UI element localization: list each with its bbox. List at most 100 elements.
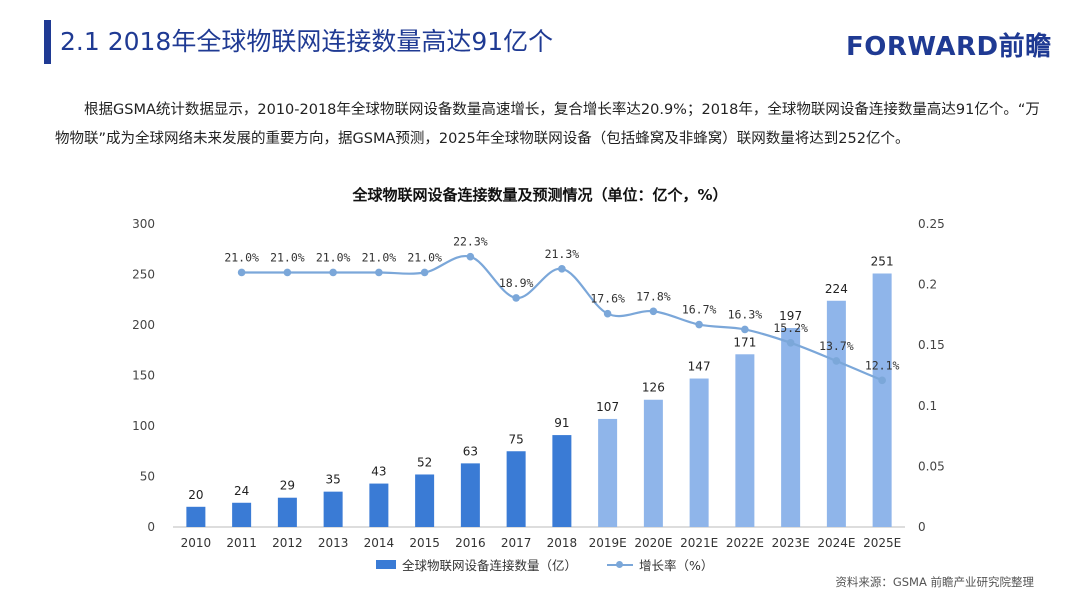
left-axis-tick-label: 100 (132, 419, 155, 433)
growth-rate-label: 21.0% (362, 250, 397, 264)
legend-line-swatch (607, 560, 634, 570)
growth-rate-point (420, 268, 429, 277)
bar-value-label: 35 (325, 473, 340, 487)
right-axis-tick-label: 0.2 (918, 278, 937, 292)
bar-2016 (460, 463, 480, 527)
growth-rate-point (786, 338, 795, 347)
bar-value-label: 251 (871, 254, 894, 268)
bar-value-label: 20 (188, 488, 203, 502)
bar-value-label: 197 (779, 309, 802, 323)
right-axis-tick-label: 0 (918, 520, 926, 534)
growth-rate-label: 21.3% (545, 247, 580, 261)
growth-rate-label: 17.8% (636, 289, 671, 303)
bar-value-label: 75 (508, 432, 523, 446)
legend-bar-swatch (376, 560, 396, 569)
growth-rate-point (237, 268, 246, 277)
bar-2019E (598, 418, 618, 527)
bar-value-label: 43 (371, 465, 386, 479)
x-axis-tick-label: 2015 (409, 536, 440, 550)
bar-value-label: 24 (234, 484, 249, 498)
growth-rate-label: 21.0% (316, 250, 351, 264)
growth-rate-label: 21.0% (407, 250, 442, 264)
x-axis-tick-label: 2025E (863, 536, 901, 550)
bar-value-label: 147 (688, 360, 711, 374)
growth-rate-point (283, 268, 292, 277)
bar-2018 (552, 435, 572, 527)
bar-value-label: 171 (733, 335, 756, 349)
left-axis-tick-label: 0 (147, 520, 155, 534)
growth-rate-label: 18.9% (499, 276, 534, 290)
growth-rate-point (466, 252, 475, 261)
x-axis-tick-label: 2012 (272, 536, 303, 550)
growth-rate-label: 16.7% (682, 303, 717, 317)
growth-rate-point (512, 294, 520, 302)
growth-rate-point (375, 268, 383, 277)
bar-value-label: 52 (417, 455, 432, 469)
legend-bar-label: 全球物联网设备连接数量（亿） (402, 558, 578, 573)
growth-rate-label: 22.3% (453, 235, 488, 249)
growth-rate-point (649, 307, 658, 316)
bar-value-label: 91 (554, 416, 569, 430)
bar-2012 (277, 497, 297, 527)
x-axis-tick-label: 2020E (634, 536, 672, 550)
growth-rate-label: 16.3% (728, 307, 763, 321)
left-axis-tick-label: 250 (132, 268, 155, 282)
x-axis-tick-label: 2018 (547, 536, 578, 550)
forward-logo: FORWARD前瞻 (846, 32, 1052, 62)
bar-value-label: 107 (596, 400, 619, 414)
growth-rate-label: 12.1% (865, 358, 900, 372)
x-axis-tick-label: 2023E (772, 536, 810, 550)
right-axis-tick-label: 0.25 (918, 217, 945, 231)
bar-value-label: 63 (463, 444, 478, 458)
right-axis-tick-label: 0.05 (918, 459, 945, 473)
right-axis-tick-label: 0.15 (918, 338, 945, 352)
x-axis-tick-label: 2017 (501, 536, 532, 550)
growth-rate-label: 15.2% (773, 321, 808, 335)
x-axis-tick-label: 2011 (226, 536, 257, 550)
page-title: 2.1 2018年全球物联网连接数量高达91亿个 (60, 27, 554, 56)
chart-title: 全球物联网设备连接数量及预测情况（单位：亿个，%） (352, 186, 728, 204)
growth-rate-label: 17.6% (590, 292, 625, 306)
left-axis-tick-label: 300 (132, 217, 155, 231)
chart-legend: 全球物联网设备连接数量（亿） 增长率（%） (376, 555, 713, 574)
bar-value-label: 126 (642, 381, 665, 395)
bar-2015 (415, 474, 435, 527)
x-axis-tick-label: 2013 (318, 536, 349, 550)
x-axis-tick-label: 2021E (680, 536, 718, 550)
bar-value-label: 29 (280, 479, 295, 493)
bar-2020E (643, 399, 663, 527)
title-accent-bar (44, 20, 51, 64)
bar-2017 (506, 451, 526, 527)
bar-2014 (369, 483, 389, 527)
x-axis-tick-label: 2016 (455, 536, 486, 550)
bar-2021E (689, 378, 709, 527)
left-axis-tick-label: 50 (140, 470, 155, 484)
growth-rate-point (558, 265, 566, 273)
x-axis-tick-label: 2010 (181, 536, 212, 550)
growth-rate-point (878, 376, 886, 385)
right-axis-tick-label: 0.1 (918, 399, 937, 413)
growth-rate-label: 21.0% (270, 250, 305, 264)
growth-rate-point (603, 309, 612, 318)
growth-rate-point (695, 320, 703, 329)
x-axis-tick-label: 2022E (726, 536, 764, 550)
growth-rate-point (329, 268, 337, 277)
legend-line-label: 增长率（%） (639, 558, 714, 573)
growth-rate-point (741, 325, 749, 334)
bar-2013 (323, 491, 343, 527)
bar-2010 (186, 506, 206, 527)
growth-rate-label: 13.7% (819, 339, 854, 353)
bar-2022E (735, 354, 755, 527)
bar-2023E (781, 328, 801, 527)
bar-2011 (232, 502, 252, 527)
x-axis-tick-label: 2024E (817, 536, 855, 550)
intro-paragraph: 根据GSMA统计数据显示，2010-2018年全球物联网设备数量高速增长，复合增… (55, 102, 1040, 147)
x-axis-tick-label: 2014 (364, 536, 395, 550)
growth-rate-label: 21.0% (224, 250, 259, 264)
bar-2025E (872, 273, 892, 527)
source-note: 资料来源：GSMA 前瞻产业研究院整理 (835, 575, 1034, 589)
bar-value-label: 224 (825, 282, 848, 296)
growth-rate-point (832, 357, 841, 365)
left-axis-tick-label: 200 (132, 318, 155, 332)
